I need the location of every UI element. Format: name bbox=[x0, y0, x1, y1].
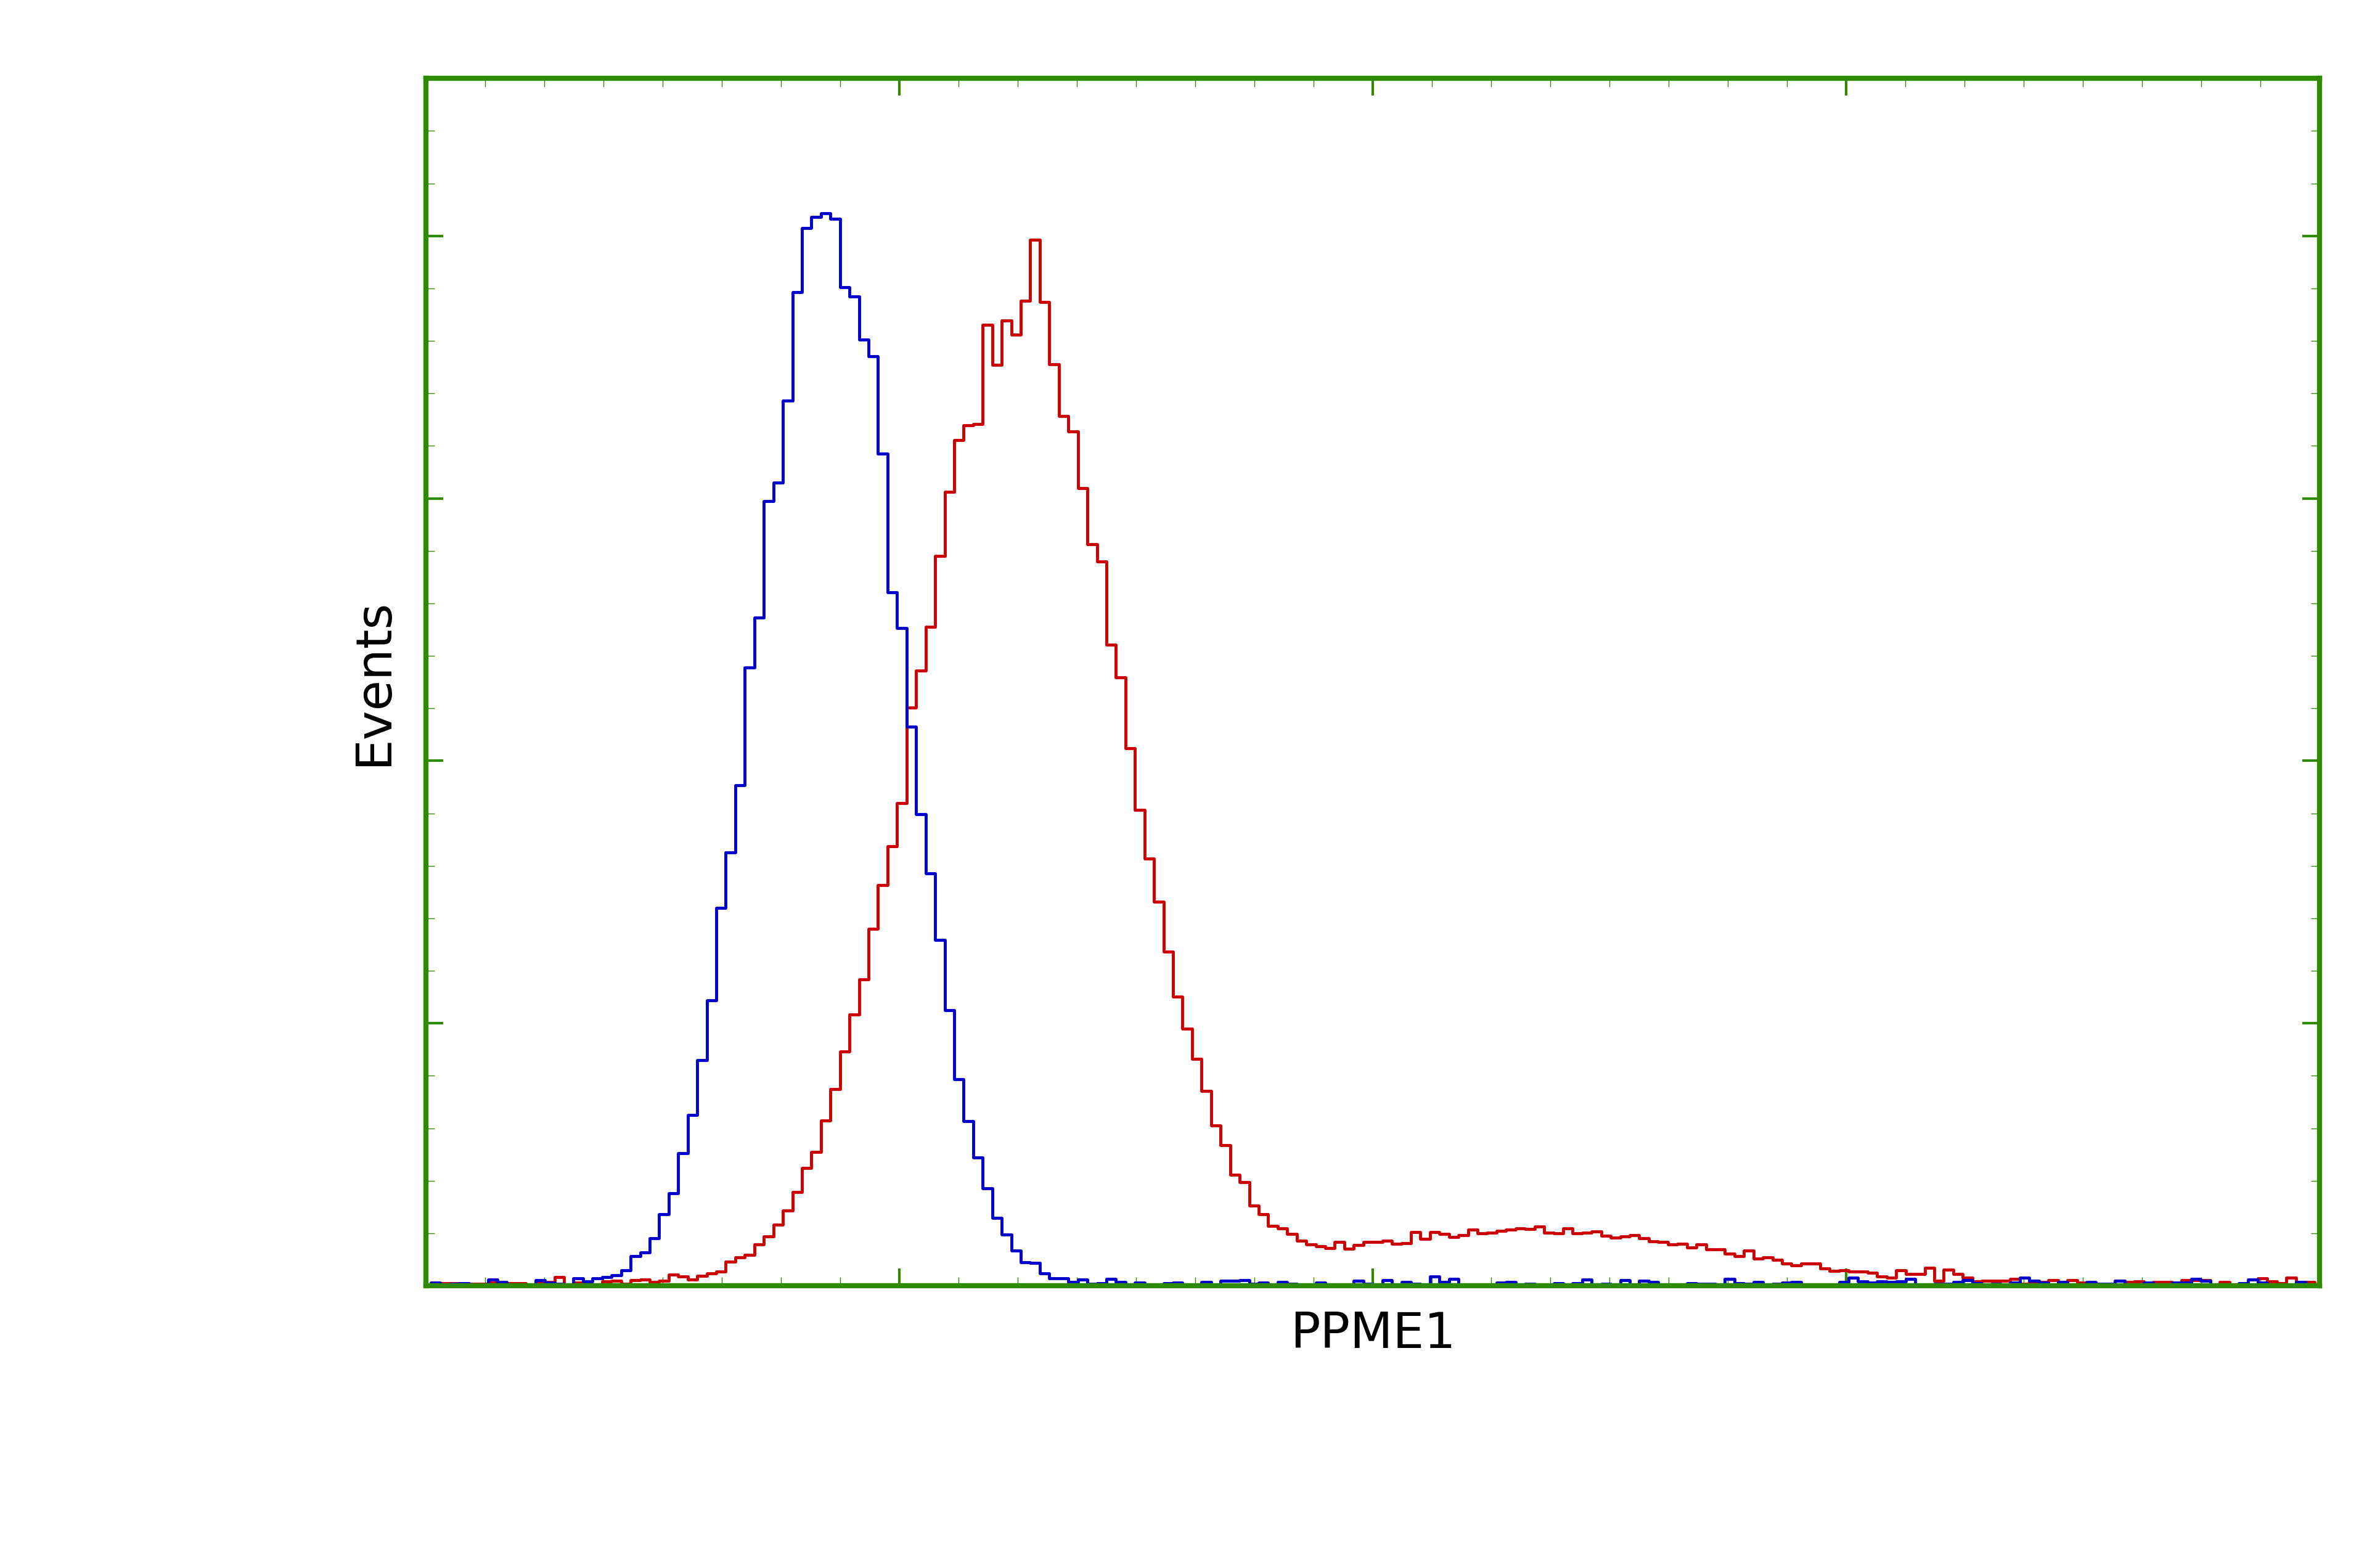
X-axis label: PPME1: PPME1 bbox=[1290, 1311, 1456, 1358]
Y-axis label: Events: Events bbox=[350, 597, 398, 767]
